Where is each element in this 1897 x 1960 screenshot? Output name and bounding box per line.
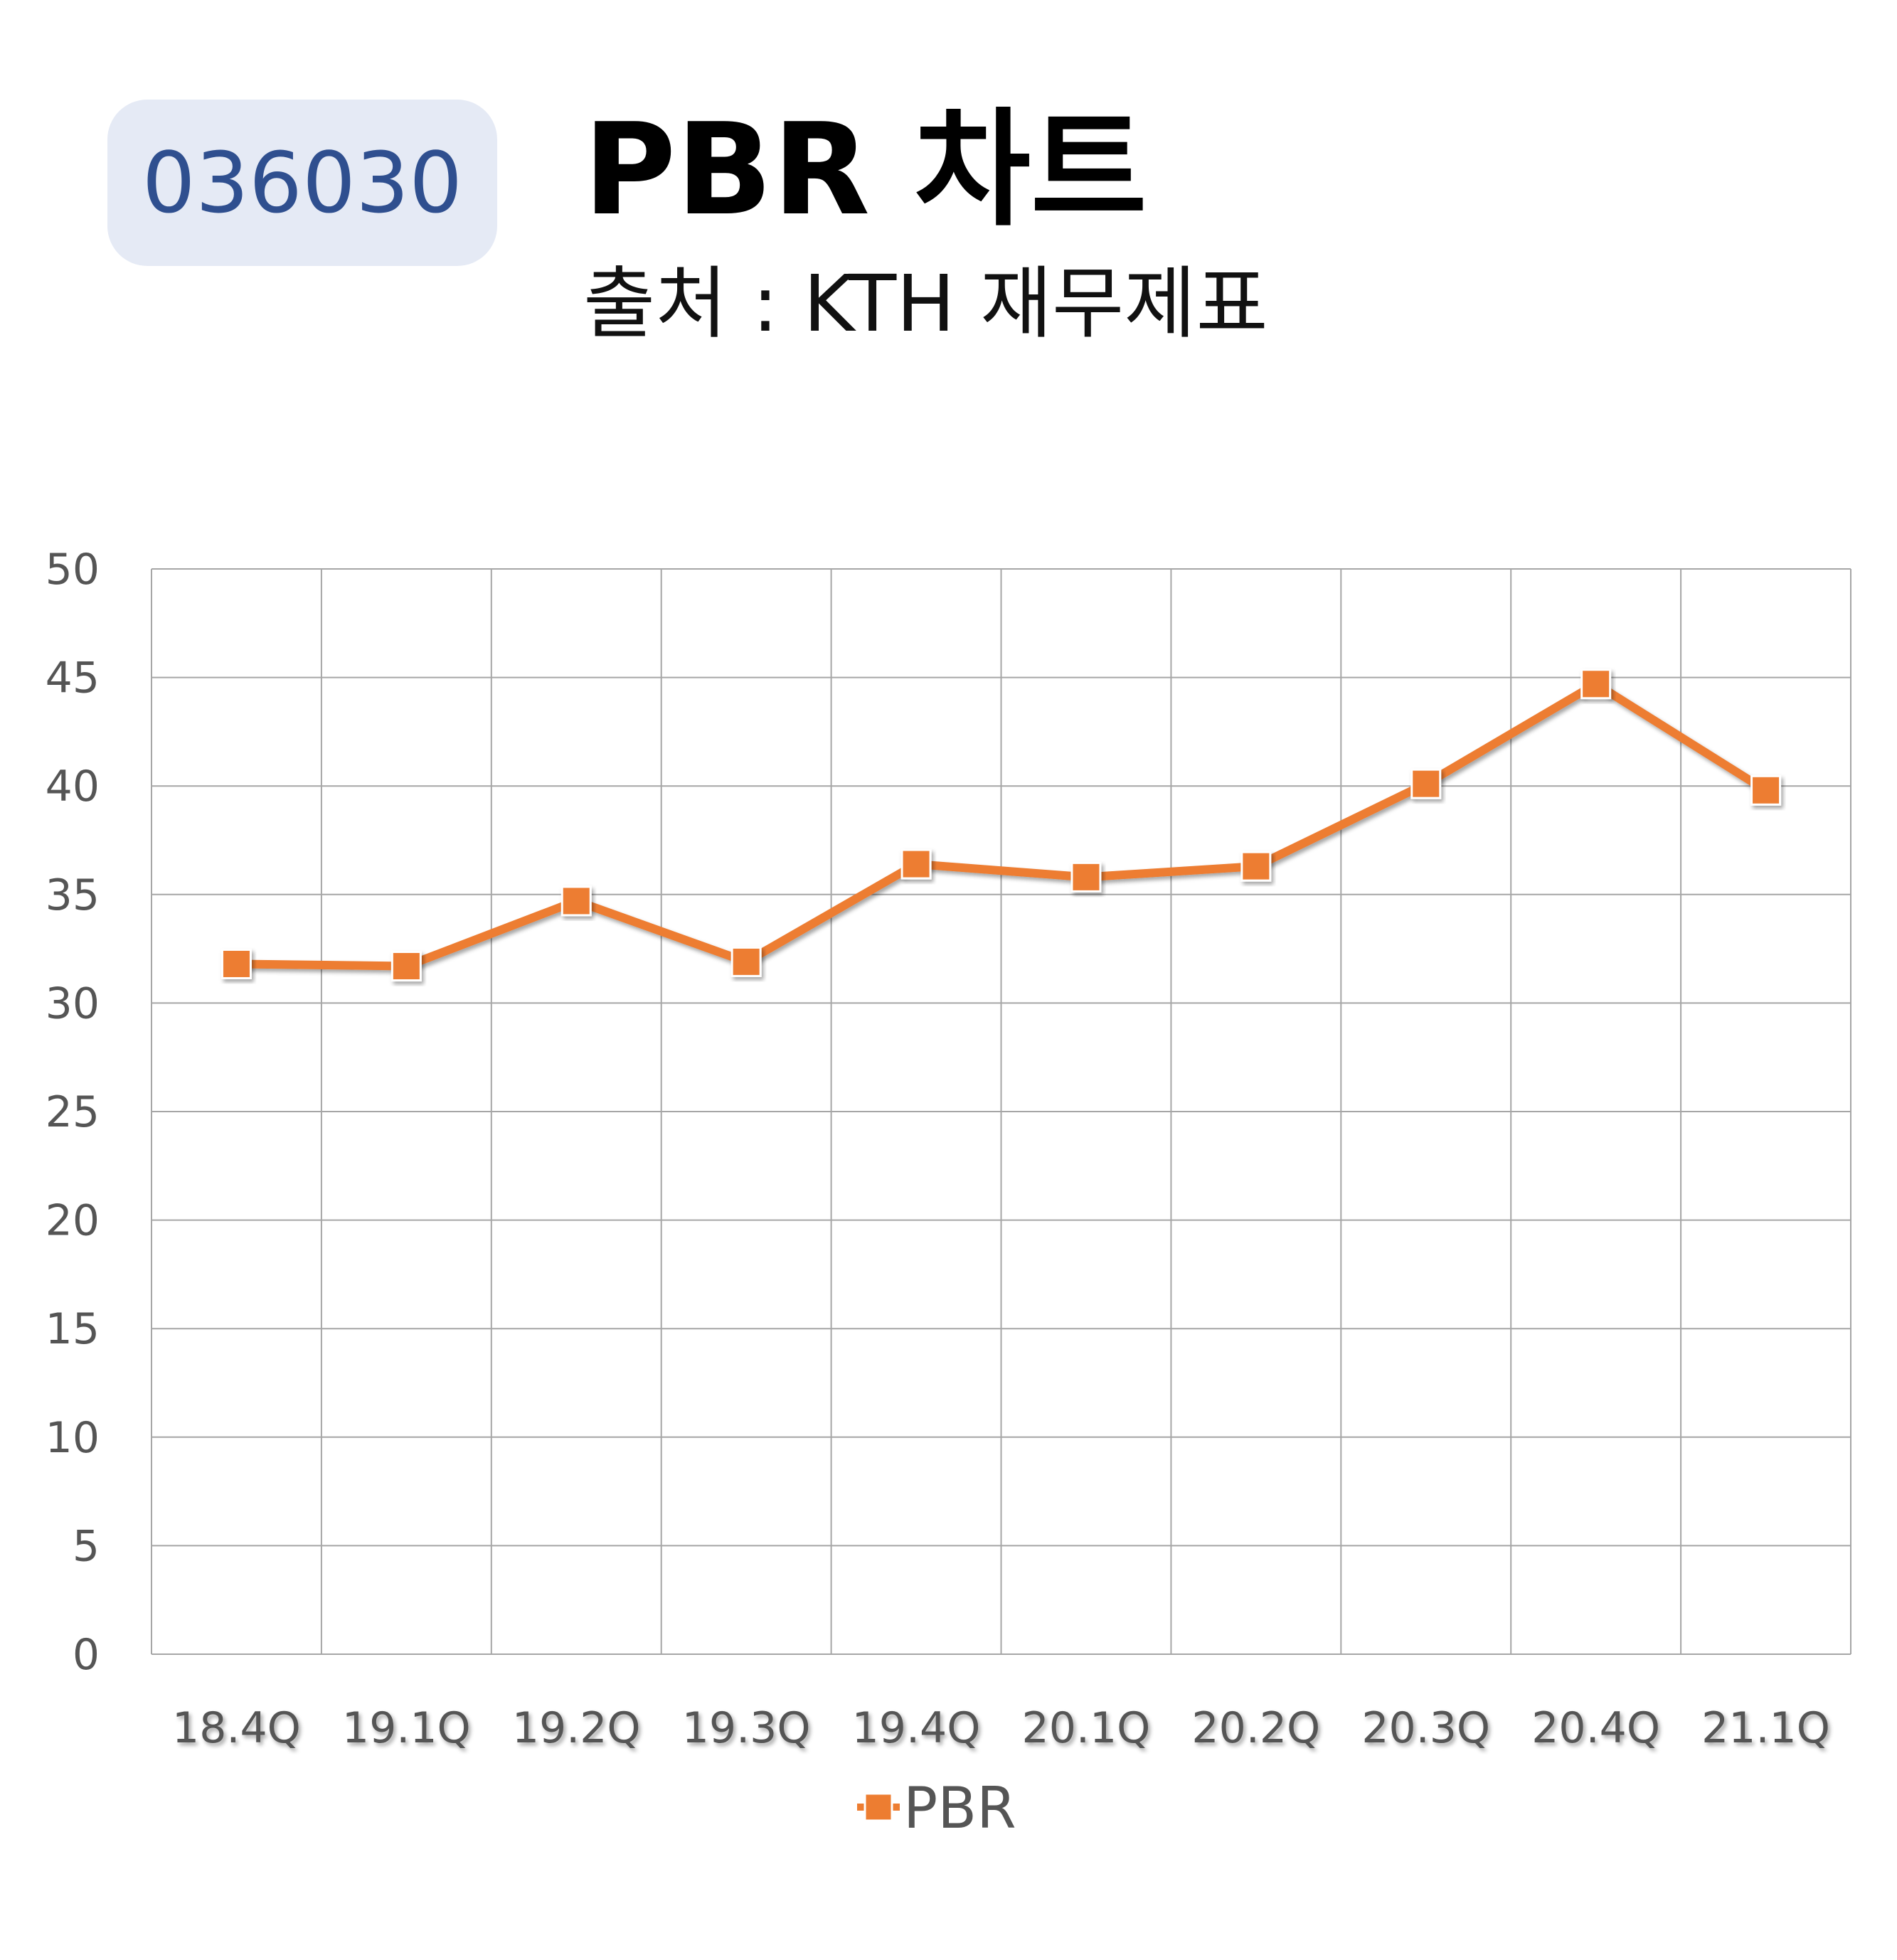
- data-point: [1580, 669, 1612, 700]
- data-point: [900, 848, 932, 880]
- chart-subtitle: 출처 : KTH 재무제표: [583, 258, 1268, 349]
- data-point: [560, 885, 592, 917]
- data-point: [220, 948, 252, 979]
- x-tick-label: 20.2Q: [1191, 1703, 1320, 1753]
- y-tick-label: 50: [46, 545, 100, 595]
- y-axis-ticks: 0 5 10 15 20 25 30 35 40 45 50: [46, 545, 100, 1680]
- y-tick-label: 5: [73, 1521, 100, 1571]
- stock-code-badge: 036030: [107, 100, 497, 266]
- y-tick-label: 45: [46, 654, 100, 703]
- x-tick-label: 20.1Q: [1022, 1703, 1151, 1753]
- series-pbr: [220, 669, 1782, 982]
- y-tick-label: 10: [46, 1413, 100, 1463]
- legend-marker: [864, 1792, 893, 1822]
- data-point: [1750, 774, 1782, 806]
- data-point: [1240, 851, 1272, 882]
- x-tick-label: 20.3Q: [1361, 1703, 1490, 1753]
- data-point: [1410, 768, 1442, 799]
- x-axis-ticks: 18.4Q 19.1Q 19.2Q 19.3Q 19.4Q 20.1Q 20.2Q 20.3Q…: [172, 1703, 1830, 1753]
- x-tick-label: 19.4Q: [852, 1703, 981, 1753]
- y-tick-label: 25: [46, 1087, 100, 1137]
- series-line: [236, 679, 1768, 971]
- x-tick-label: 18.4Q: [172, 1703, 301, 1753]
- x-tick-label: 19.3Q: [682, 1703, 811, 1753]
- y-tick-label: 20: [46, 1196, 100, 1246]
- y-tick-label: 15: [46, 1304, 100, 1354]
- x-tick-label: 20.4Q: [1531, 1703, 1660, 1753]
- y-tick-label: 30: [46, 979, 100, 1028]
- x-tick-label: 19.2Q: [512, 1703, 641, 1753]
- y-tick-label: 0: [73, 1630, 100, 1680]
- chart-title: PBR 차트: [583, 96, 1147, 243]
- grid: [151, 568, 1851, 1655]
- stock-code: 036030: [142, 134, 463, 232]
- legend: PBR: [857, 1775, 1016, 1841]
- legend-label: PBR: [903, 1775, 1016, 1841]
- y-tick-label: 40: [46, 762, 100, 811]
- data-point: [1070, 861, 1102, 893]
- x-tick-label: 21.1Q: [1701, 1703, 1830, 1753]
- y-tick-label: 35: [46, 870, 100, 920]
- x-tick-label: 19.1Q: [342, 1703, 471, 1753]
- data-point: [390, 951, 422, 982]
- data-point: [730, 946, 762, 977]
